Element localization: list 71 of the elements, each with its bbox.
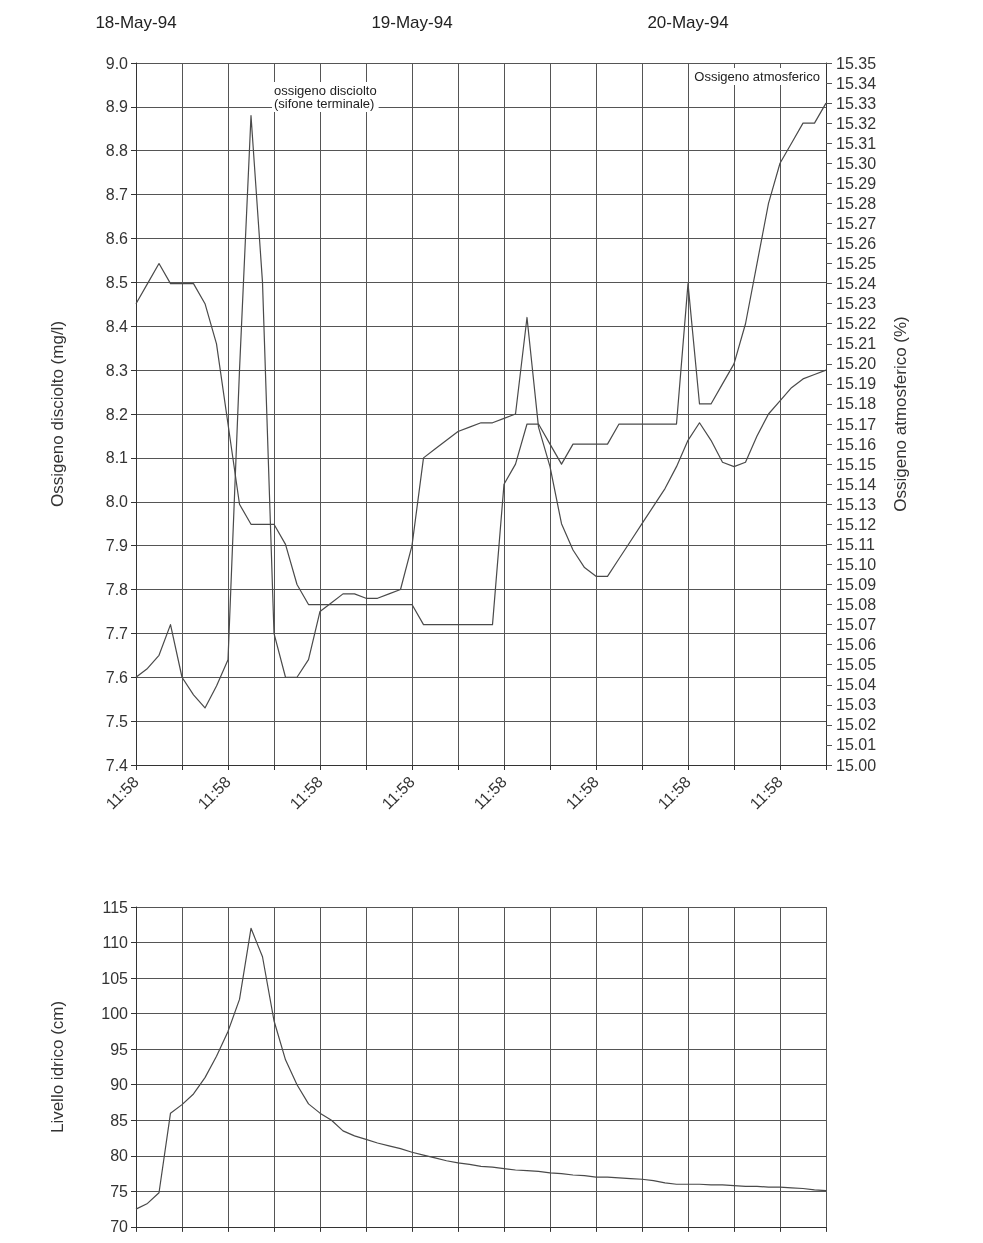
y-tick-label: 8.7: [105, 186, 129, 204]
text: 19-May-94: [371, 13, 453, 32]
y2-tick-label: 15.20: [836, 355, 877, 373]
y2-tick-label: 15.30: [836, 154, 877, 172]
y-tick-label: 7.5: [105, 712, 129, 730]
y2-tick-label: 15.06: [836, 636, 877, 654]
y-tick-label: 7.6: [105, 668, 129, 686]
y-tick-label: 70: [110, 1218, 129, 1236]
y-axis-title: Livello idrico (cm): [48, 1000, 67, 1134]
y-tick-label: 110: [102, 934, 129, 952]
y-tick-label: 85: [110, 1111, 129, 1129]
y2-tick-label: 15.33: [836, 94, 877, 112]
y2-tick-label: 15.08: [836, 596, 877, 614]
y2-tick-label: 15.25: [836, 255, 877, 273]
y2-tick-label: 15.07: [836, 616, 877, 634]
text: 20-May-94: [647, 13, 729, 32]
y2-tick-label: 15.34: [836, 74, 877, 92]
y-tick-label: 8.6: [105, 230, 129, 247]
y-tick-label: 105: [101, 969, 129, 987]
y-tick-label: 7.4: [105, 756, 129, 774]
y2-tick-label: 15.21: [836, 335, 877, 353]
y-tick-label: 90: [110, 1076, 129, 1094]
y-tick-label: 7.8: [105, 581, 129, 598]
y-axis-title: Ossigeno disciolto (mg/l): [48, 320, 67, 508]
text: 18-May-94: [95, 13, 177, 32]
y-tick-label: 9.0: [105, 54, 129, 72]
y-tick-label: 80: [110, 1147, 129, 1165]
y-tick-label: 8.2: [105, 405, 129, 423]
y2-tick-label: 15.35: [836, 54, 877, 72]
y2-tick-label: 15.19: [836, 375, 877, 393]
y2-tick-label: 15.17: [836, 415, 877, 433]
y2-tick-label: 15.14: [836, 475, 877, 493]
y2-tick-label: 15.32: [836, 114, 877, 132]
y-tick-label: 8.3: [105, 361, 129, 379]
y2-tick-label: 15.11: [836, 535, 875, 553]
y2-tick-label: 15.01: [836, 736, 877, 754]
y-tick-label: 8.9: [105, 98, 129, 116]
y2-tick-label: 15.27: [836, 214, 877, 232]
y2-tick-label: 15.13: [836, 495, 877, 513]
y2-tick-label: 15.15: [836, 455, 877, 473]
annotation: ossigeno disciolto (sifone terminale): [274, 83, 377, 111]
y2-tick-label: 15.24: [836, 275, 877, 293]
y2-tick-label: 15.04: [836, 676, 877, 694]
y2-tick-label: 15.09: [836, 575, 877, 593]
y2-tick-label: 15.23: [836, 295, 877, 313]
y2-tick-label: 15.29: [836, 174, 877, 192]
y-tick-label: 100: [101, 1005, 129, 1023]
y-tick-label: 8.0: [105, 493, 129, 511]
y2-tick-label: 15.22: [836, 315, 877, 333]
y2-tick-label: 15.02: [836, 716, 877, 734]
y2-tick-label: 15.00: [836, 756, 877, 774]
y2-axis-title: Ossigeno atmosferico (%): [891, 316, 910, 512]
y2-tick-label: 15.26: [836, 235, 877, 253]
y2-tick-label: 15.10: [836, 555, 877, 573]
y-tick-label: 8.8: [105, 142, 129, 160]
y2-tick-label: 15.16: [836, 435, 877, 453]
y-tick-label: 115: [102, 898, 129, 916]
annotation: Ossigeno atmosferico: [694, 69, 820, 84]
y2-tick-label: 15.18: [836, 395, 877, 413]
y-tick-label: 75: [110, 1182, 129, 1200]
y-tick-label: 7.9: [105, 537, 129, 555]
y2-tick-label: 15.05: [836, 656, 877, 674]
y2-tick-label: 15.12: [836, 515, 877, 533]
y2-tick-label: 15.03: [836, 696, 877, 714]
y-tick-label: 95: [110, 1040, 129, 1058]
y-tick-label: 7.7: [105, 624, 129, 642]
y2-tick-label: 15.28: [836, 194, 877, 212]
y2-tick-label: 15.31: [836, 134, 877, 152]
y-tick-label: 8.5: [105, 273, 129, 291]
y-tick-label: 8.1: [105, 449, 129, 467]
y-tick-label: 8.4: [105, 317, 129, 335]
